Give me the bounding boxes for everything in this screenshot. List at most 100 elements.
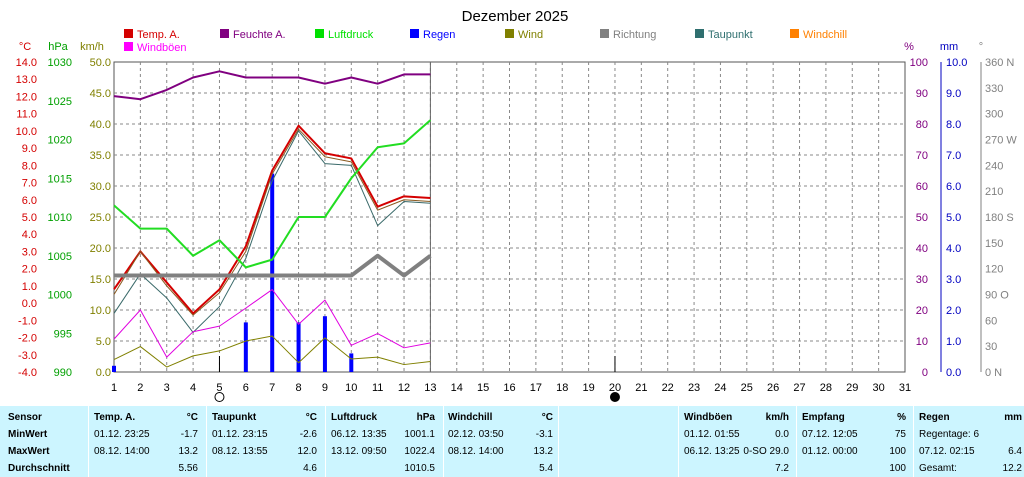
temp-axis-tick: 0.0 xyxy=(22,298,37,310)
stats-windchill-max-time: 08.12. 14:00 xyxy=(448,446,504,457)
stats-temp-column: Temp. A. °C 01.12. 23:25 -1.7 08.12. 14:… xyxy=(89,406,206,477)
legend-label: Luftdruck xyxy=(328,29,374,41)
series-line xyxy=(113,119,432,269)
pressure-axis-tick: 1000 xyxy=(48,290,72,302)
stats-rain-unit: mm xyxy=(1004,412,1022,423)
series-line xyxy=(114,253,432,278)
series-line xyxy=(113,128,431,316)
rain-axis-tick: 9.0 xyxy=(946,88,961,100)
rain-axis-tick: 0.0 xyxy=(946,367,961,379)
x-axis-tick: 3 xyxy=(164,382,170,394)
stats-reception-max-time: 01.12. 00:00 xyxy=(802,446,858,457)
temp-axis-tick: -1.0 xyxy=(18,315,37,327)
stats-gusts-max-time: 06.12. 13:25 xyxy=(684,446,740,457)
stats-temp-max-time: 08.12. 14:00 xyxy=(94,446,150,457)
x-axis-tick: 25 xyxy=(741,382,753,394)
humidity-axis-tick: 70 xyxy=(916,150,928,162)
legend-swatch xyxy=(315,29,324,38)
x-axis-tick: 13 xyxy=(424,382,436,394)
x-axis-tick: 30 xyxy=(873,382,885,394)
stats-dewpoint-max-value: 12.0 xyxy=(297,446,317,457)
legend-swatch xyxy=(505,29,514,38)
stats-temp-min-value: -1.7 xyxy=(180,429,198,440)
legend-label: Feuchte A. xyxy=(233,29,286,41)
stats-windchill-min-time: 02.12. 03:50 xyxy=(448,429,504,440)
wind-axis-tick: 30.0 xyxy=(90,181,111,193)
stats-windchill-max-value: 13.2 xyxy=(533,446,553,457)
stats-rain-total-value: 12.2 xyxy=(1002,463,1022,474)
stats-windchill-min-value: -3.1 xyxy=(535,429,553,440)
x-axis-tick: 7 xyxy=(269,382,275,394)
stats-pressure-max-value: 1022.4 xyxy=(404,446,435,457)
temp-axis-tick: 14.0 xyxy=(16,57,37,69)
temp-axis-tick: 9.0 xyxy=(22,143,37,155)
temp-axis-tick: 1.0 xyxy=(22,281,37,293)
legend-label: Windböen xyxy=(137,42,187,54)
x-axis-tick: 31 xyxy=(899,382,911,394)
stats-dewpoint-max-time: 08.12. 13:55 xyxy=(212,446,268,457)
stats-rain-days: Regentage: 6 xyxy=(919,429,980,440)
x-axis-tick: 16 xyxy=(503,382,515,394)
pressure-axis-tick: 1010 xyxy=(48,212,72,224)
legend-label: Windchill xyxy=(803,29,847,41)
rain-axis-tick: 7.0 xyxy=(946,150,961,162)
rain-bar xyxy=(270,173,275,372)
stats-dewpoint-header: Taupunkt xyxy=(212,412,257,423)
temp-axis-tick: 8.0 xyxy=(22,160,37,172)
x-axis-tick: 1 xyxy=(111,382,117,394)
x-axis-tick: 12 xyxy=(398,382,410,394)
temp-axis-tick: 6.0 xyxy=(22,195,37,207)
series-line xyxy=(113,124,431,315)
humidity-axis-tick: 20 xyxy=(916,305,928,317)
pressure-axis-tick: 1025 xyxy=(48,96,72,108)
series-line xyxy=(113,70,431,101)
rain-axis-tick: 1.0 xyxy=(946,336,961,348)
x-axis-tick: 23 xyxy=(688,382,700,394)
stats-divider xyxy=(678,406,679,477)
stats-windchill-header: Windchill xyxy=(448,412,493,423)
stats-gusts-min-time: 01.12. 01:55 xyxy=(684,429,740,440)
humidity-axis-tick: 90 xyxy=(916,88,928,100)
axis-unit-label: °C xyxy=(19,41,31,53)
rain-bar xyxy=(322,316,327,372)
rain-axis-tick: 8.0 xyxy=(946,119,961,131)
legend-swatch xyxy=(695,29,704,38)
rain-axis-tick: 3.0 xyxy=(946,274,961,286)
pressure-axis-tick: 1030 xyxy=(48,57,72,69)
humidity-axis-tick: 0 xyxy=(922,367,928,379)
stats-pressure-min-time: 06.12. 13:35 xyxy=(331,429,387,440)
stats-sensor-column: Sensor MinWert MaxWert Durchschnitt xyxy=(0,406,88,477)
direction-axis-tick: 300 xyxy=(985,109,1003,121)
stats-divider xyxy=(325,406,326,477)
stats-panel: Sensor MinWert MaxWert Durchschnitt Temp… xyxy=(0,406,1024,477)
temp-axis-tick: 7.0 xyxy=(22,178,37,190)
x-axis-tick: 14 xyxy=(451,382,463,394)
stats-dewpoint-avg-value: 4.6 xyxy=(303,463,317,474)
humidity-axis-tick: 10 xyxy=(916,336,928,348)
new-moon-icon xyxy=(214,392,225,402)
x-axis-tick: 28 xyxy=(820,382,832,394)
humidity-axis-tick: 30 xyxy=(916,274,928,286)
x-axis-tick: 5 xyxy=(216,382,222,394)
x-axis-tick: 17 xyxy=(530,382,542,394)
x-axis-tick: 22 xyxy=(662,382,674,394)
stats-pressure-header: Luftdruck xyxy=(331,412,378,423)
wind-axis-tick: 20.0 xyxy=(90,243,111,255)
stats-gusts-avg-value: 7.2 xyxy=(775,463,789,474)
temp-axis-tick: 4.0 xyxy=(22,229,37,241)
wind-axis-tick: 25.0 xyxy=(90,212,111,224)
wind-axis-tick: 40.0 xyxy=(90,119,111,131)
direction-axis-tick: 360 N xyxy=(985,57,1014,69)
legend-swatch xyxy=(600,29,609,38)
humidity-axis-tick: 60 xyxy=(916,181,928,193)
stats-temp-unit: °C xyxy=(186,412,198,423)
x-axis-tick: 27 xyxy=(793,382,805,394)
stats-reception-min-value: 75 xyxy=(894,429,906,440)
direction-axis-tick: 210 xyxy=(985,186,1003,198)
stats-rain-column: Regen mm Regentage: 6 07.12. 02:15 6.4 G… xyxy=(914,406,1024,477)
legend-label: Wind xyxy=(518,29,543,41)
stats-temp-header: Temp. A. xyxy=(94,412,136,423)
stats-divider xyxy=(88,406,89,477)
pressure-axis-tick: 1005 xyxy=(48,251,72,263)
